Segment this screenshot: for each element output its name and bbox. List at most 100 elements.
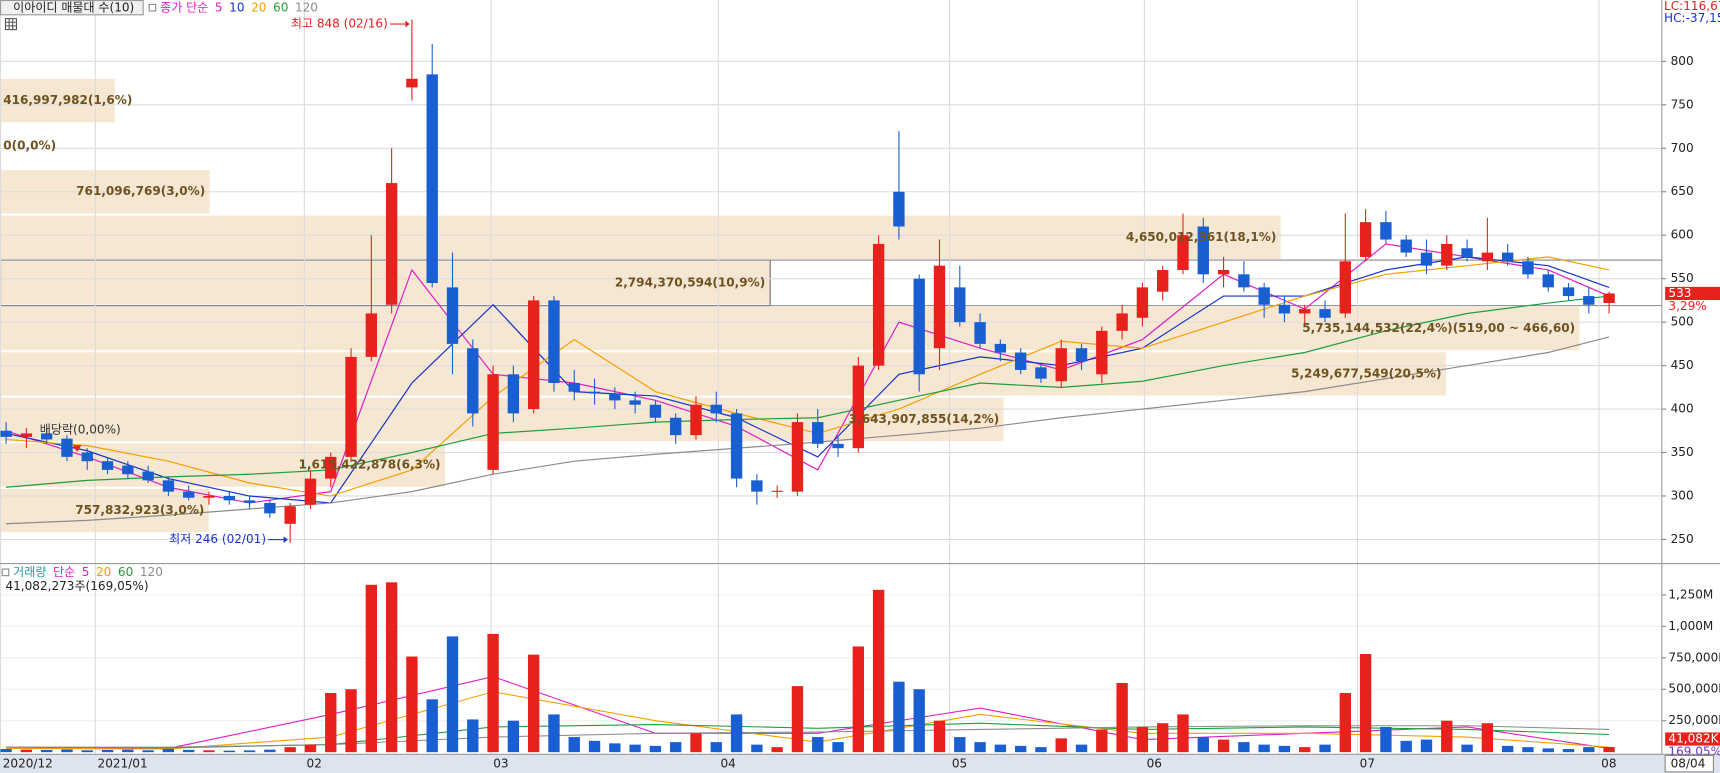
volume-bar xyxy=(933,720,946,753)
volume-bar xyxy=(284,747,296,753)
candle-body xyxy=(183,491,195,498)
candle-body xyxy=(284,506,296,524)
y-tick-label: 750,000K xyxy=(1668,650,1720,664)
axis-layer: 250 300 350 400 450 500 550 600 650 700 750 800 250,… xyxy=(3,54,1720,771)
candle-body xyxy=(487,374,499,470)
candle-body xyxy=(1501,252,1514,262)
candle-body xyxy=(467,348,479,414)
volume-profile-label: 757,832,923(3,0%) xyxy=(75,503,204,517)
volume-bar xyxy=(588,740,601,753)
volume-bar xyxy=(649,745,662,753)
candle-body xyxy=(325,456,337,479)
candle-body xyxy=(1157,269,1169,292)
y-tick-label: 550 xyxy=(1671,271,1694,285)
volume-bar xyxy=(1400,740,1412,753)
volume-bar xyxy=(548,714,560,753)
candle-body xyxy=(548,300,560,383)
volume-bar xyxy=(203,750,215,753)
candle-body xyxy=(122,465,134,475)
volume-bar xyxy=(1359,654,1372,753)
y-tick-label: 1,250M xyxy=(1668,587,1713,601)
candle-body xyxy=(1481,252,1494,262)
hc-label: HC:-37,15 xyxy=(1664,11,1720,25)
legend-entry: 20 xyxy=(251,1,266,15)
volume-bar xyxy=(406,656,418,753)
candle-body xyxy=(933,265,946,349)
grid-icon xyxy=(4,18,18,31)
candle-body xyxy=(507,374,520,414)
candle-body xyxy=(832,443,844,449)
volume-profile-label: 1,615,422,878(6,3%) xyxy=(299,458,441,472)
y-tick-label: 350 xyxy=(1671,445,1694,459)
candle-body xyxy=(1116,313,1128,331)
volume-bar xyxy=(426,699,438,753)
volume-ma-line xyxy=(6,725,1610,748)
annotation-arrowhead xyxy=(405,20,410,28)
legend-entry: 60 xyxy=(273,1,288,15)
volume-bar xyxy=(1035,747,1047,753)
candle-body xyxy=(1014,352,1027,370)
y-tick-label: 500 xyxy=(1671,315,1694,329)
volume-profile-label: 3,643,907,855(14,2%) xyxy=(849,412,999,426)
candle-body xyxy=(406,78,418,88)
mark-layer xyxy=(0,19,1615,753)
candle-body xyxy=(771,490,783,492)
candle-body xyxy=(1055,348,1067,382)
annotation: 최고 848 (02/16) xyxy=(291,17,388,31)
x-tick-label: 2021/01 xyxy=(98,757,148,771)
volume-bar xyxy=(365,584,378,753)
volume-bar xyxy=(629,744,641,753)
x-tick-label: 02 xyxy=(307,757,322,771)
volume-bar xyxy=(852,646,865,753)
legend-entry: 60 xyxy=(118,565,133,579)
candle-body xyxy=(872,243,885,366)
candle-body xyxy=(710,404,722,414)
legend-icon xyxy=(1,568,10,577)
volume-bar xyxy=(1339,693,1351,753)
volume-bar xyxy=(974,742,986,753)
label-layer: 757,832,923(3,0%) 1,615,422,878(6,3%) 3,64… xyxy=(3,17,1575,547)
x-tick-label: 2020/12 xyxy=(3,757,53,771)
last-price-box xyxy=(1665,286,1720,301)
candle-body xyxy=(568,382,580,392)
candle-body xyxy=(1217,269,1230,275)
candle-body xyxy=(1400,239,1412,253)
legend-entry: 20 xyxy=(96,565,111,579)
y-tick-label: 800 xyxy=(1671,54,1694,68)
volume-bar xyxy=(507,720,520,753)
volume-bar xyxy=(0,749,12,753)
last-price-label: 533 xyxy=(1668,286,1691,300)
line-layer xyxy=(5,243,1610,750)
candle-body xyxy=(852,365,865,449)
volume-bar xyxy=(1441,720,1453,753)
y-tick-label: 250 xyxy=(1671,532,1694,546)
candle-body xyxy=(1238,274,1250,288)
candle-body xyxy=(345,356,357,457)
volume-bar xyxy=(1136,727,1149,753)
legend-entry: 5 xyxy=(82,565,90,579)
volume-bar xyxy=(1481,723,1494,753)
volume-profile-layer xyxy=(0,78,1662,533)
volume-bar xyxy=(1583,747,1595,753)
volume-bar xyxy=(345,689,357,753)
candle-body xyxy=(1522,261,1534,275)
candle-body xyxy=(1420,252,1433,266)
cursor-date-box xyxy=(1664,754,1714,773)
candle-body xyxy=(1177,235,1189,270)
volume-profile-bar xyxy=(0,261,770,305)
candle-body xyxy=(1359,222,1372,257)
candle-body xyxy=(61,438,73,457)
volume-bar xyxy=(954,737,966,753)
y-tick-label: 600 xyxy=(1671,228,1694,242)
volume-profile-bar xyxy=(0,215,1281,259)
x-tick-label: 03 xyxy=(493,757,508,771)
lc-label: LC:116,67 xyxy=(1664,0,1720,13)
y-tick-label: 450 xyxy=(1671,358,1694,372)
legend-entry: 10 xyxy=(229,1,244,15)
volume-bar xyxy=(893,681,905,753)
volume-profile-label: 5,249,677,549(20,5%) xyxy=(1291,366,1441,380)
volume-profile-label: 0(0,0%) xyxy=(3,139,56,153)
volume-profile-bar xyxy=(0,352,1446,396)
volume-bar xyxy=(1258,744,1270,753)
